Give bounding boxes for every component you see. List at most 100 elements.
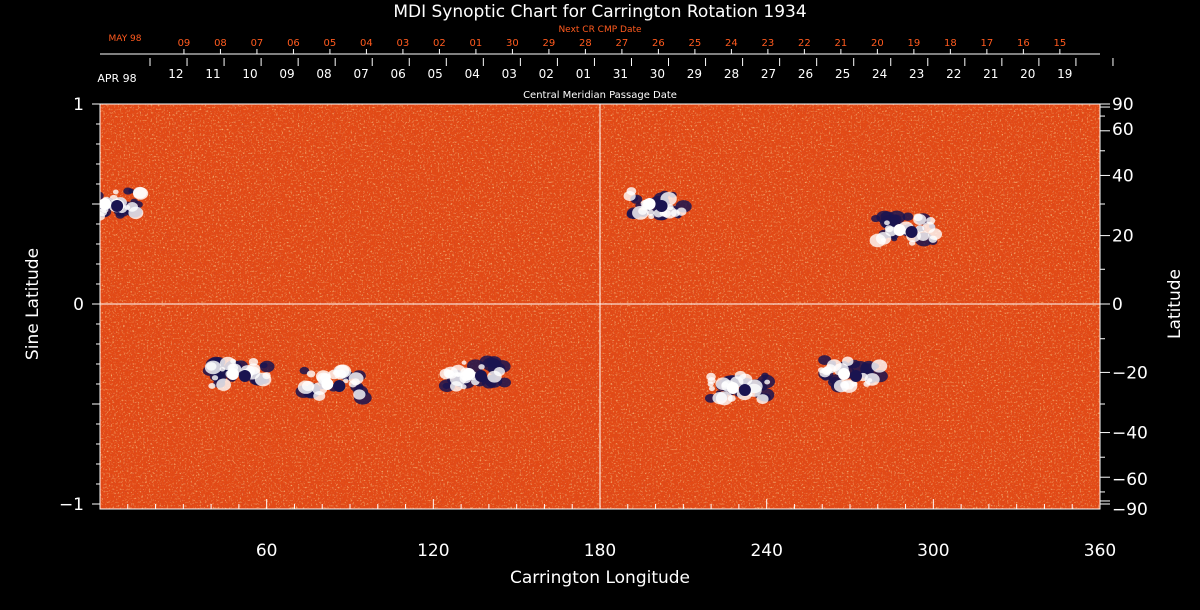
y-right-tick-label: −90 [1112, 500, 1148, 520]
active-region [869, 210, 943, 248]
positive-core [643, 198, 656, 210]
negative-flux [890, 217, 898, 223]
positive-flux [78, 197, 93, 209]
negative-flux [259, 360, 275, 373]
positive-core [100, 198, 112, 210]
x-tick-label: 240 [750, 541, 782, 561]
active-region [295, 364, 372, 405]
x-tick-label: 120 [417, 541, 449, 561]
cmp-date-label: 24 [872, 67, 887, 81]
positive-core [893, 224, 906, 236]
cmp-date-label: 03 [502, 67, 517, 81]
negative-core [905, 226, 918, 238]
positive-flux [917, 230, 930, 241]
next-date-label: 26 [652, 38, 665, 49]
y-left-tick-label: 1 [73, 95, 84, 115]
next-date-label: 20 [871, 38, 884, 49]
cmp-date-label: 26 [798, 67, 813, 81]
negative-core [238, 370, 251, 382]
next-date-label: 08 [214, 38, 227, 49]
positive-flux [455, 372, 462, 377]
negative-flux [100, 191, 104, 200]
positive-flux [478, 364, 485, 370]
next-date-label: 22 [798, 38, 811, 49]
next-date-label: 16 [1017, 38, 1030, 49]
positive-flux [262, 372, 271, 380]
active-region [817, 355, 888, 393]
x-tick-label: 300 [917, 541, 949, 561]
positive-flux [707, 381, 714, 387]
magnetogram-field [75, 104, 1100, 509]
positive-flux [842, 356, 854, 367]
y-axis-left-label: Sine Latitude [23, 248, 43, 360]
next-date-label: 04 [360, 38, 373, 49]
negative-flux [93, 210, 100, 215]
y-right-tick-label: 90 [1112, 95, 1134, 115]
negative-flux [442, 382, 451, 390]
negative-flux [482, 357, 500, 372]
positive-flux [128, 206, 144, 220]
next-date-label: 09 [178, 38, 191, 49]
positive-flux [75, 187, 91, 201]
positive-flux [676, 207, 687, 216]
next-date-label: 06 [287, 38, 300, 49]
next-date-label: 01 [470, 38, 483, 49]
positive-flux [444, 369, 455, 378]
cmp-date-label: 20 [1020, 67, 1035, 81]
cmp-date-label: 07 [353, 67, 368, 81]
cmp-date-label: 19 [1057, 67, 1072, 81]
cmp-date-label: 31 [613, 67, 628, 81]
next-date-label: 24 [725, 38, 738, 49]
cmp-date-label: 10 [242, 67, 257, 81]
cmp-date-label: 04 [465, 67, 480, 81]
positive-flux [100, 211, 106, 221]
negative-core [655, 200, 668, 212]
cmp-date-label: 06 [391, 67, 406, 81]
positive-flux [348, 372, 364, 385]
positive-flux [871, 359, 888, 373]
positive-flux [661, 209, 671, 218]
active-region [623, 187, 692, 221]
y-right-tick-label: −60 [1112, 470, 1148, 490]
active-region [75, 186, 149, 221]
negative-flux [80, 191, 95, 203]
positive-flux [301, 380, 315, 392]
positive-flux [461, 360, 467, 365]
negative-core [111, 200, 124, 212]
positive-flux [822, 366, 833, 375]
x-tick-label: 180 [584, 541, 616, 561]
positive-flux [487, 370, 502, 383]
y-right-tick-label: 0 [1112, 295, 1123, 315]
positive-core [463, 368, 475, 380]
cmp-date-label: 30 [650, 67, 665, 81]
positive-flux [342, 378, 349, 384]
cmp-date-label: 29 [687, 67, 702, 81]
negative-flux [871, 214, 881, 223]
cmp-date-label: 12 [168, 67, 183, 81]
positive-flux [132, 186, 147, 199]
y-right-tick-label: 40 [1112, 166, 1134, 186]
positive-core [726, 382, 739, 394]
positive-flux [851, 381, 858, 387]
y-right-tick-label: −40 [1112, 424, 1148, 444]
positive-flux [648, 213, 655, 220]
positive-flux [756, 394, 769, 405]
positive-flux [112, 189, 119, 195]
negative-flux [128, 188, 135, 194]
chart-title: MDI Synoptic Chart for Carrington Rotati… [393, 2, 806, 22]
next-date-label: 23 [762, 38, 775, 49]
active-region [438, 355, 512, 392]
positive-core [838, 368, 850, 380]
positive-flux [869, 233, 886, 248]
next-date-label: 29 [543, 38, 556, 49]
positive-flux [328, 369, 341, 380]
positive-flux [230, 358, 237, 364]
positive-flux [353, 389, 366, 400]
next-date-label: 18 [944, 38, 957, 49]
cmp-date-label: 05 [428, 67, 443, 81]
cmp-date-label: 09 [279, 67, 294, 81]
next-date-label: 07 [251, 38, 264, 49]
active-regions [75, 186, 943, 406]
negative-core [333, 380, 346, 392]
next-date-label: 02 [433, 38, 446, 49]
